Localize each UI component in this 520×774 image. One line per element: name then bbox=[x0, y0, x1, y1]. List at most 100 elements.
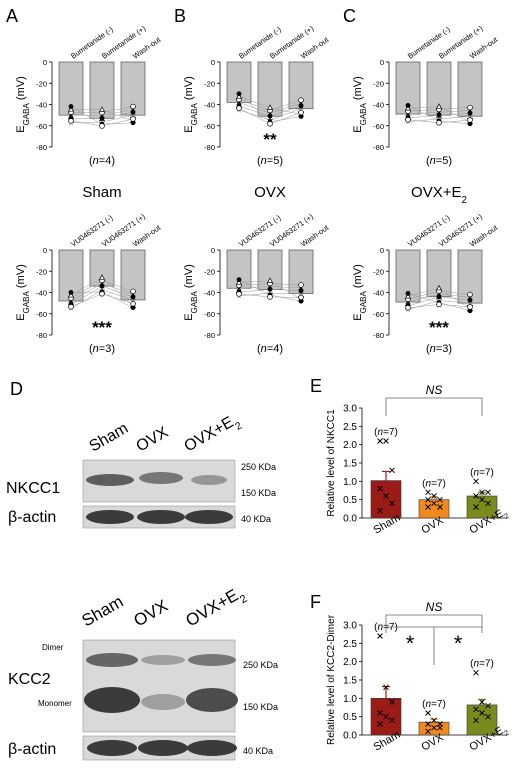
data-point bbox=[473, 717, 479, 724]
y-tick-label: 1.5 bbox=[343, 676, 357, 687]
data-point bbox=[405, 291, 411, 296]
data-point bbox=[68, 291, 74, 298]
y-tick-label: 3.0 bbox=[343, 404, 357, 415]
y-tick-label: -80 bbox=[36, 143, 47, 152]
data-point bbox=[236, 91, 242, 97]
data-point bbox=[405, 292, 411, 299]
data-point bbox=[383, 713, 389, 720]
bar bbox=[418, 499, 450, 519]
data-point: ☆ bbox=[466, 112, 473, 121]
data-point bbox=[267, 294, 273, 300]
panel-letter: D bbox=[10, 379, 23, 399]
blot-band bbox=[137, 510, 185, 524]
kda-label: 250 KDa bbox=[243, 660, 278, 670]
data-point: ☆ bbox=[466, 299, 473, 308]
ns-label: NS bbox=[426, 383, 443, 397]
data-point bbox=[425, 728, 431, 735]
data-point bbox=[467, 117, 473, 123]
panel-letter: C bbox=[343, 6, 356, 26]
kcc2-label: KCC2 bbox=[8, 671, 51, 688]
data-point bbox=[377, 710, 383, 716]
data-point bbox=[431, 724, 437, 731]
data-point bbox=[467, 291, 473, 298]
data-point bbox=[267, 104, 273, 110]
blot-band bbox=[87, 740, 137, 756]
y-tick-label: 0 bbox=[43, 246, 47, 255]
group-titles: Sham OVX OVX+E2 bbox=[82, 184, 467, 206]
data-point bbox=[383, 493, 389, 499]
pairwise-star: * bbox=[406, 631, 415, 656]
data-point: ☆ bbox=[129, 111, 136, 120]
blot-band bbox=[86, 474, 134, 486]
data-point bbox=[68, 303, 74, 310]
data-point bbox=[479, 710, 485, 716]
data-point bbox=[431, 500, 437, 507]
actin-label: β-actin bbox=[8, 741, 56, 758]
y-axis-label: EGABA (mV) bbox=[352, 76, 368, 132]
blot-band bbox=[187, 740, 237, 756]
panel-letter: F bbox=[310, 592, 321, 612]
group-title: Sham bbox=[82, 184, 121, 201]
kda-label: 150 KDa bbox=[243, 702, 278, 712]
y-axis-label: EGABA (mV) bbox=[15, 264, 31, 320]
data-point bbox=[377, 485, 383, 492]
y-tick-label: 3.0 bbox=[343, 621, 357, 632]
data-point: ☆ bbox=[297, 289, 304, 298]
data-point bbox=[389, 717, 395, 724]
data-point bbox=[298, 114, 304, 119]
y-tick-label: 0.0 bbox=[343, 731, 357, 742]
n-label: (n=5) bbox=[426, 155, 452, 167]
data-point: ☆ bbox=[129, 295, 136, 304]
y-tick-label: -40 bbox=[204, 101, 215, 110]
kda-label: 40 KDa bbox=[243, 746, 273, 756]
data-point bbox=[99, 274, 105, 280]
y-tick-label: -20 bbox=[373, 267, 384, 276]
n-label: (n=7) bbox=[470, 467, 494, 478]
y-tick-label: 0.0 bbox=[343, 514, 357, 525]
data-point bbox=[236, 277, 242, 283]
data-point bbox=[436, 120, 442, 126]
kda-label: 150 KDa bbox=[241, 488, 276, 498]
kda-label: 40 KDa bbox=[241, 514, 271, 524]
data-point bbox=[377, 721, 383, 727]
kcc2-blot bbox=[82, 639, 238, 733]
data-point bbox=[473, 669, 479, 676]
kda-label: 250 KDa bbox=[241, 462, 276, 472]
y-axis-label: EGABA (mV) bbox=[183, 264, 199, 320]
data-point bbox=[130, 288, 136, 295]
significance-stars: *** bbox=[92, 318, 112, 337]
ns-label: NS bbox=[426, 600, 443, 614]
y-tick-label: 0 bbox=[380, 58, 384, 67]
n-label: (n=4) bbox=[89, 155, 115, 167]
data-point bbox=[298, 97, 304, 103]
y-axis-label: Relative level of KCC2-Dimer bbox=[326, 614, 337, 745]
data-point bbox=[298, 282, 304, 288]
n-label: (n=7) bbox=[470, 659, 494, 670]
data-point bbox=[298, 294, 304, 301]
monomer-label: Monomer bbox=[38, 699, 72, 708]
bar bbox=[257, 61, 283, 117]
data-point bbox=[405, 117, 411, 123]
data-point bbox=[473, 504, 479, 510]
lane-label: OVX bbox=[134, 424, 172, 456]
data-point bbox=[485, 500, 491, 507]
bar bbox=[370, 480, 402, 519]
y-tick-label: 0 bbox=[211, 58, 215, 67]
data-point bbox=[383, 438, 389, 444]
blot-band bbox=[86, 510, 134, 524]
actin-blot-bottom bbox=[82, 735, 237, 761]
data-point bbox=[236, 291, 242, 297]
data-point bbox=[236, 93, 242, 99]
ns-bracket bbox=[385, 614, 483, 633]
data-point bbox=[389, 500, 395, 507]
y-tick-label: -40 bbox=[373, 289, 384, 298]
data-point bbox=[383, 684, 389, 691]
bar-chart-F: F 0.0 0.5 1.0 1.5 2.0 2.5 3.0 Relative level of … bbox=[310, 592, 511, 754]
data-point bbox=[68, 106, 74, 112]
y-tick-label: -40 bbox=[204, 289, 215, 298]
data-point bbox=[267, 277, 273, 283]
panel-letter: A bbox=[6, 6, 18, 26]
nkcc1-label: NKCC1 bbox=[6, 480, 60, 497]
